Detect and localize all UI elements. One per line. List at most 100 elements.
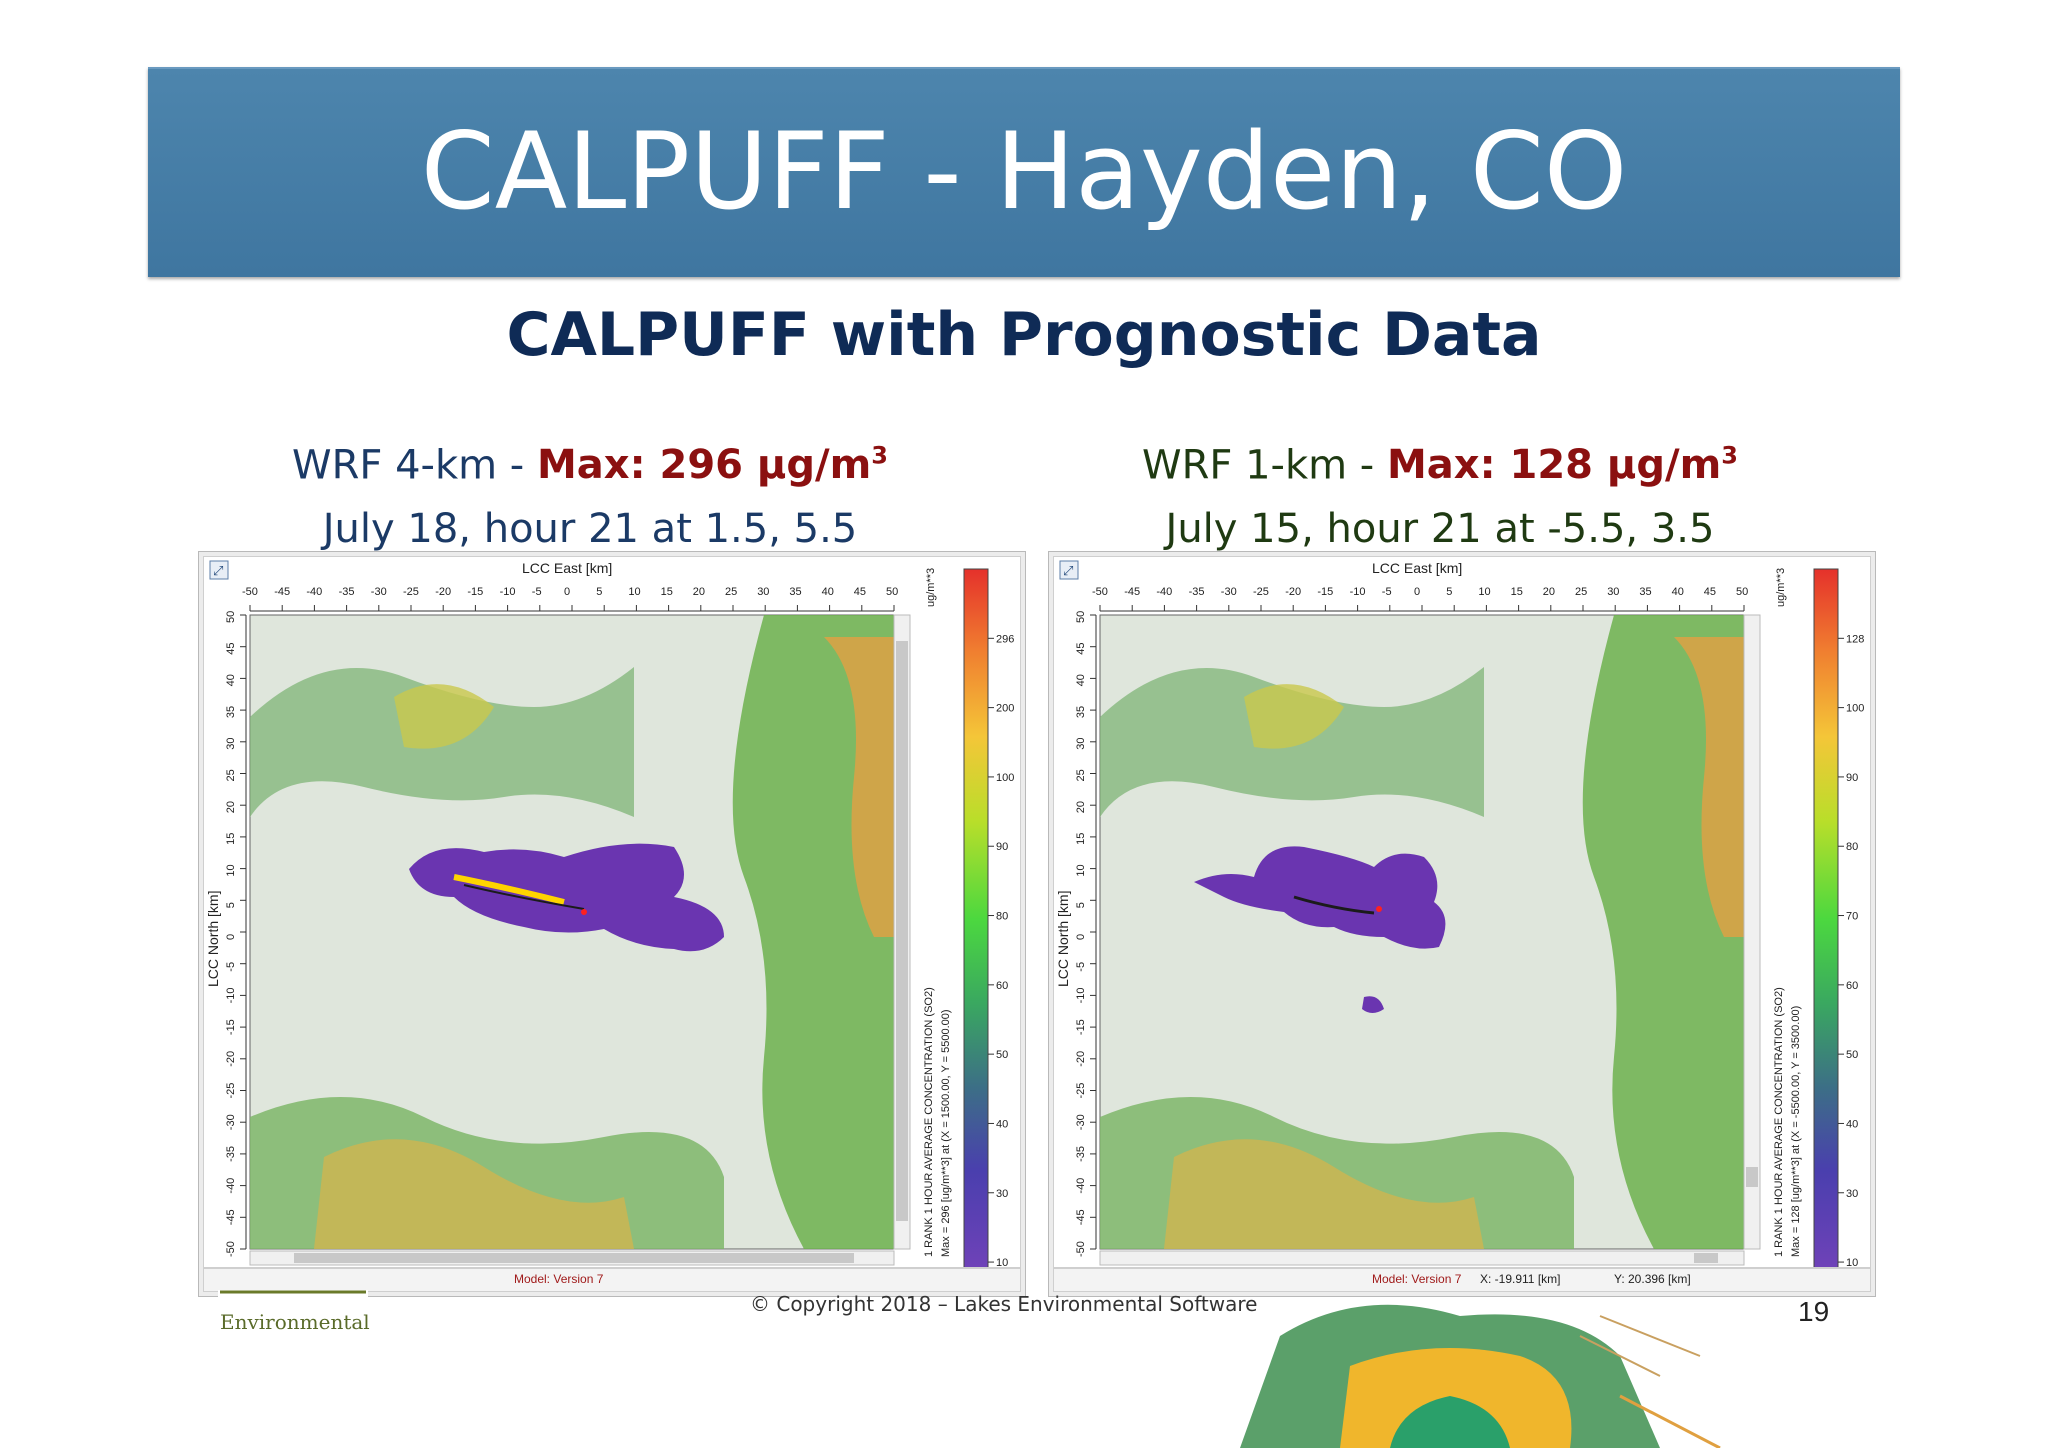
zoom-icon[interactable] — [209, 560, 229, 580]
x-tick-label: -50 — [1092, 586, 1108, 598]
legend-label: 80 — [1846, 841, 1858, 853]
slide-title: CALPUFF - Hayden, CO — [420, 110, 1628, 233]
legend-label: 40 — [996, 1118, 1008, 1130]
y-tick-label: -50 — [1075, 1241, 1087, 1257]
y-tick-label: -40 — [225, 1178, 237, 1194]
x-tick-label: -15 — [467, 586, 483, 598]
left-caption-line2: July 18, hour 21 at 1.5, 5.5 — [322, 506, 858, 553]
status-y-coordinate: Y: 20.396 [km] — [1614, 1272, 1691, 1286]
x-axis-title: LCC East [km] — [522, 560, 612, 576]
y-tick-label: 0 — [225, 934, 237, 940]
legend-label: 60 — [1846, 980, 1858, 992]
right-caption-line2: July 15, hour 21 at -5.5, 3.5 — [1165, 506, 1715, 553]
y-tick-label: -30 — [1075, 1114, 1087, 1130]
right-caption: WRF 1-km - Max: 128 µg/m3 July 15, hour … — [1050, 424, 1830, 561]
legend-unit: ug/m**3 — [1775, 568, 1787, 607]
map-horizontal-scrollbar[interactable] — [1099, 1250, 1745, 1266]
right-map-panel: ⤢ 128 100 90 80 70 60 50 40 30 10 -50 -45 -40 -35 -30… — [1048, 551, 1876, 1297]
y-tick-label: -25 — [225, 1083, 237, 1099]
x-tick-label: 30 — [1607, 586, 1619, 598]
x-tick-label: 50 — [1736, 586, 1748, 598]
legend-label: 80 — [996, 911, 1008, 923]
legend-label: 100 — [996, 772, 1014, 784]
y-tick-label: 35 — [1075, 706, 1087, 718]
legend-ticks: 128 100 90 80 70 60 50 40 30 10 — [1838, 633, 1864, 1269]
legend-color-bar — [1813, 568, 1839, 1270]
legend-label: 10 — [1846, 1257, 1858, 1267]
x-tick-label: -20 — [1285, 586, 1301, 598]
x-tick-label: 10 — [1478, 586, 1490, 598]
x-tick-label: 45 — [1704, 586, 1716, 598]
y-tick-label: -50 — [225, 1241, 237, 1257]
y-axis-ticks: 50454035302520151050-5-10-15-20-25-30-35… — [225, 611, 246, 1257]
y-tick-label: 25 — [1075, 769, 1087, 781]
x-tick-label: -5 — [1382, 586, 1392, 598]
legend-label: 30 — [996, 1188, 1008, 1200]
y-tick-label: -35 — [1075, 1146, 1087, 1162]
x-tick-label: -50 — [242, 586, 258, 598]
x-axis-title: LCC East [km] — [1372, 560, 1462, 576]
y-axis-title: LCC North [km] — [205, 891, 221, 987]
x-axis-ticks: -50 -45 -40 -35 -30 -25 -20 -15 -10 -5 0 5 10 15 20 25 3… — [1092, 586, 1748, 611]
x-tick-label: -25 — [1253, 586, 1269, 598]
legend-label: 128 — [1846, 633, 1864, 645]
y-tick-label: 45 — [225, 642, 237, 654]
y-tick-label: 50 — [1075, 611, 1087, 623]
y-tick-label: 5 — [1075, 902, 1087, 908]
x-tick-label: -40 — [306, 586, 322, 598]
y-tick-label: -45 — [225, 1209, 237, 1225]
y-tick-label: 40 — [225, 674, 237, 686]
left-caption: WRF 4-km - Max: 296 µg/m3 July 18, hour … — [200, 424, 980, 561]
status-model: Model: Version 7 — [514, 1272, 604, 1286]
x-tick-label: -40 — [1156, 586, 1172, 598]
x-tick-label: -35 — [1189, 586, 1205, 598]
legend-note-max: Max = 128 [ug/m**3] at (X = -5500.00, Y … — [1790, 1006, 1802, 1257]
status-bar: Model: Version 7 — [203, 1268, 1021, 1292]
x-tick-label: 50 — [886, 586, 898, 598]
copyright-footer: © Copyright 2018 – Lakes Environmental S… — [750, 1292, 1258, 1316]
y-tick-label: -10 — [225, 987, 237, 1003]
svg-text:⤢: ⤢ — [213, 563, 223, 578]
x-tick-label: 15 — [661, 586, 673, 598]
zoom-icon[interactable] — [1059, 560, 1079, 580]
x-tick-label: -20 — [435, 586, 451, 598]
legend-color-bar — [963, 568, 989, 1270]
y-tick-label: -5 — [1075, 962, 1087, 972]
y-tick-label: 20 — [1075, 801, 1087, 813]
y-tick-label: 30 — [1075, 738, 1087, 750]
status-bar: Model: Version 7 X: -19.911 [km] Y: 20.3… — [1053, 1268, 1871, 1292]
y-tick-label: -20 — [225, 1051, 237, 1067]
x-tick-label: -45 — [274, 586, 290, 598]
y-tick-label: 10 — [225, 864, 237, 876]
map-vertical-scrollbar[interactable] — [1743, 614, 1761, 1250]
x-tick-label: 25 — [1575, 586, 1587, 598]
map-vscroll-thumb[interactable] — [896, 641, 908, 1221]
map-hscroll-thumb[interactable] — [294, 1253, 854, 1263]
map-hscroll-thumb[interactable] — [1694, 1253, 1718, 1263]
x-tick-label: 15 — [1511, 586, 1523, 598]
y-tick-label: 10 — [1075, 864, 1087, 876]
x-tick-label: -10 — [500, 586, 516, 598]
x-tick-label: 35 — [789, 586, 801, 598]
legend-label: 90 — [996, 841, 1008, 853]
y-tick-label: 45 — [1075, 642, 1087, 654]
y-tick-label: -30 — [225, 1114, 237, 1130]
left-map-panel: ⤢ 296 200 100 90 80 60 50 40 30 10 -50 -45 -40 -35 -3… — [198, 551, 1026, 1297]
x-tick-label: 10 — [628, 586, 640, 598]
x-tick-label: 40 — [1672, 586, 1684, 598]
y-axis-ticks: 50454035302520151050-5-10-15-20-25-30-35… — [1075, 611, 1096, 1257]
decorative-corner-art — [1240, 1304, 1721, 1448]
y-tick-label: 20 — [225, 801, 237, 813]
y-tick-label: -10 — [1075, 987, 1087, 1003]
y-tick-label: 0 — [1075, 934, 1087, 940]
legend-label: 100 — [1846, 703, 1864, 715]
x-tick-label: -10 — [1350, 586, 1366, 598]
x-tick-label: -5 — [532, 586, 542, 598]
map-vscroll-thumb[interactable] — [1746, 1167, 1758, 1187]
x-tick-label: 0 — [1414, 586, 1420, 598]
y-axis-title: LCC North [km] — [1055, 891, 1071, 987]
y-tick-label: -5 — [225, 962, 237, 972]
y-tick-label: 15 — [1075, 833, 1087, 845]
legend-label: 60 — [996, 980, 1008, 992]
logo-text: Environmental — [220, 1310, 370, 1334]
